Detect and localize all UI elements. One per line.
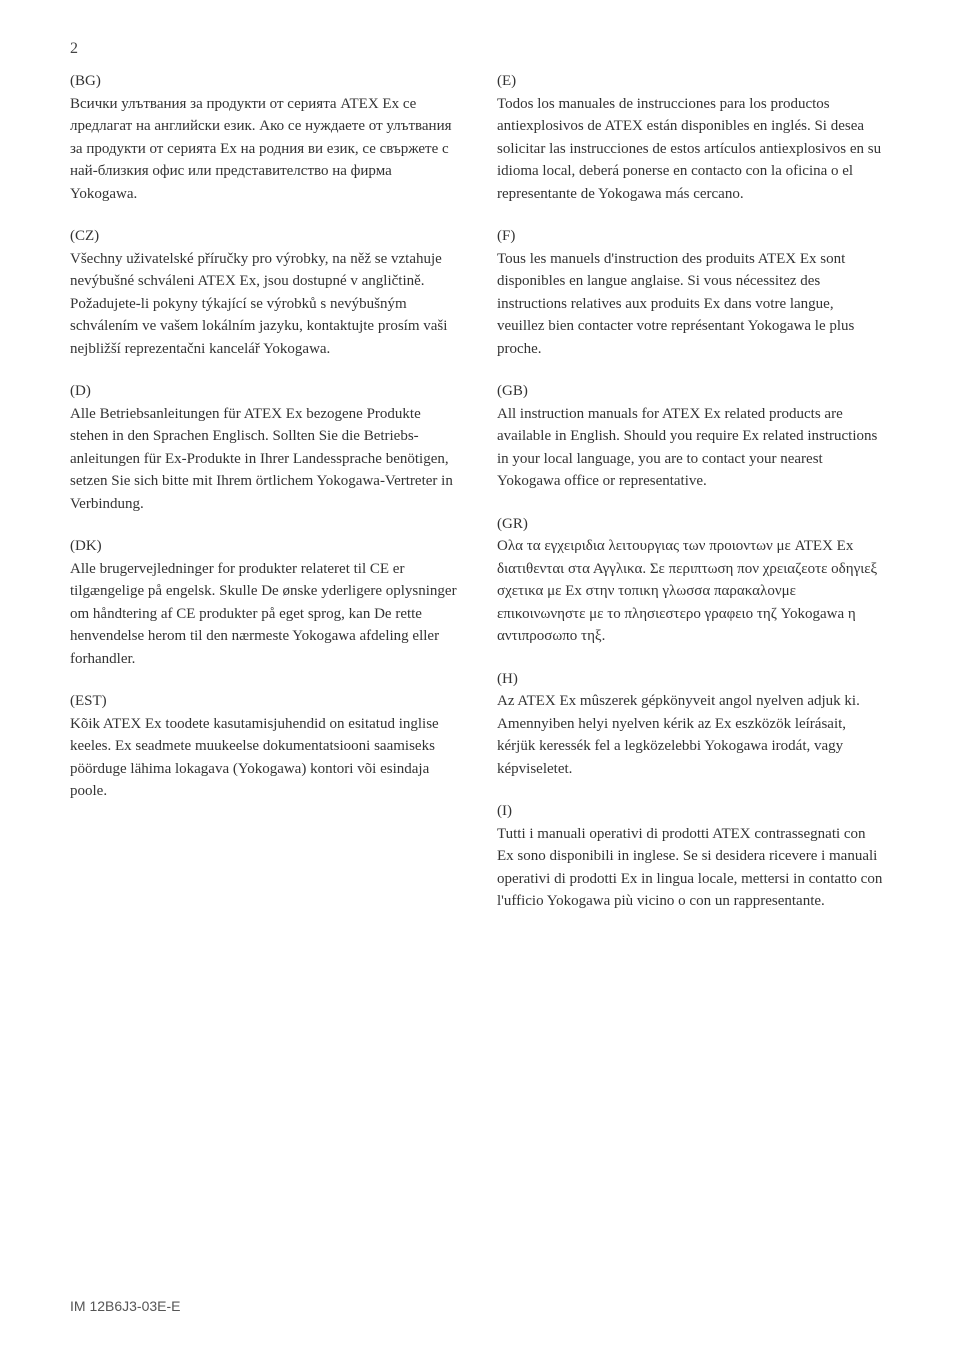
body-text: Alle Betriebsanleitungen für ATEX Ex bez… bbox=[70, 403, 457, 516]
body-text: Všechny uživatelské příručky pro výrobky… bbox=[70, 248, 457, 361]
body-text: Tous les manuels d'instruction des produ… bbox=[497, 248, 884, 361]
section-gb: (GB) All instruction manuals for ATEX Ex… bbox=[497, 380, 884, 493]
body-text: All instruction manuals for ATEX Ex rela… bbox=[497, 403, 884, 493]
section-cz: (CZ) Všechny uživatelské příručky pro vý… bbox=[70, 225, 457, 360]
lang-code: (DK) bbox=[70, 535, 457, 558]
section-est: (EST) Kõik ATEX Ex toodete kasutamisjuhe… bbox=[70, 690, 457, 803]
left-column: (BG) Всички улътвания за продукти от сер… bbox=[70, 70, 457, 933]
section-bg: (BG) Всички улътвания за продукти от сер… bbox=[70, 70, 457, 205]
section-h: (H) Az ATEX Ex mûszerek gépkönyveit ango… bbox=[497, 668, 884, 781]
body-text: Kõik ATEX Ex toodete kasutamisjuhendid o… bbox=[70, 713, 457, 803]
body-text: Всички улътвания за продукти от серията … bbox=[70, 93, 457, 206]
lang-code: (CZ) bbox=[70, 225, 457, 248]
lang-code: (EST) bbox=[70, 690, 457, 713]
section-f: (F) Tous les manuels d'instruction des p… bbox=[497, 225, 884, 360]
document-id: IM 12B6J3-03E-E bbox=[70, 1298, 181, 1314]
body-text: Todos los manuales de instrucciones para… bbox=[497, 93, 884, 206]
right-column: (E) Todos los manuales de instrucciones … bbox=[497, 70, 884, 933]
lang-code: (I) bbox=[497, 800, 884, 823]
section-dk: (DK) Alle brugervejledninger for produkt… bbox=[70, 535, 457, 670]
content-columns: (BG) Всички улътвания за продукти от сер… bbox=[70, 70, 884, 933]
lang-code: (GB) bbox=[497, 380, 884, 403]
lang-code: (H) bbox=[497, 668, 884, 691]
lang-code: (D) bbox=[70, 380, 457, 403]
body-text: Alle brugervejledninger for produkter re… bbox=[70, 558, 457, 671]
section-i: (I) Tutti i manuali operativi di prodott… bbox=[497, 800, 884, 913]
body-text: Ολα τα εγχειριδια λειτουργιας των προιον… bbox=[497, 535, 884, 648]
section-gr: (GR) Ολα τα εγχειριδια λειτουργιας των π… bbox=[497, 513, 884, 648]
lang-code: (BG) bbox=[70, 70, 457, 93]
body-text: Az ATEX Ex mûszerek gépkönyveit angol ny… bbox=[497, 690, 884, 780]
page-number: 2 bbox=[70, 40, 884, 58]
body-text: Tutti i manuali operativi di prodotti AT… bbox=[497, 823, 884, 913]
section-d: (D) Alle Betriebsanleitungen für ATEX Ex… bbox=[70, 380, 457, 515]
lang-code: (F) bbox=[497, 225, 884, 248]
lang-code: (GR) bbox=[497, 513, 884, 536]
section-e: (E) Todos los manuales de instrucciones … bbox=[497, 70, 884, 205]
lang-code: (E) bbox=[497, 70, 884, 93]
